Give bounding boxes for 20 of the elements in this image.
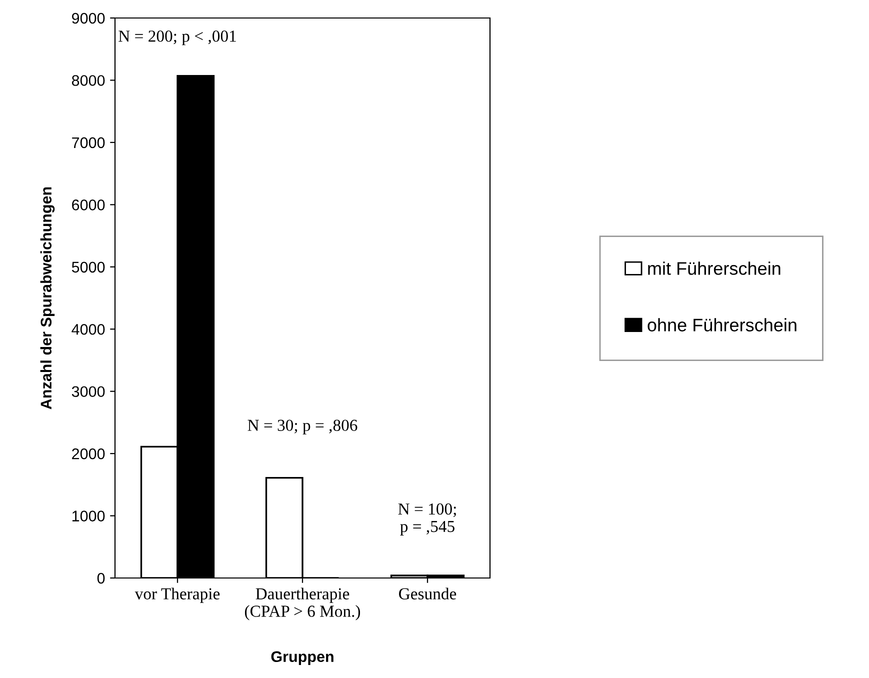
y-tick-label: 2000: [72, 448, 105, 460]
y-axis-title: Anzahl der Spurabweichungen: [40, 187, 55, 410]
annotation: N = 100; p = ,545: [398, 503, 456, 536]
y-tick-label: 4000: [72, 324, 105, 335]
y-tick-label: 0: [97, 572, 105, 584]
y-tick-label: 9000: [72, 12, 105, 24]
y-tick-label: 6000: [72, 200, 105, 210]
y-tick-label: 8000: [72, 75, 105, 86]
y-tick-label: 3000: [72, 386, 105, 398]
x-axis-title: Gruppen: [271, 651, 334, 666]
annotation: N = 30; p = ,806: [248, 420, 358, 434]
x-tick-label: Dauertherapie (CPAP > 6 Mon.): [244, 588, 360, 620]
y-tick-label: 1000: [72, 510, 105, 522]
y-tick-label: 5000: [72, 262, 105, 273]
x-tick-label: Gesunde: [399, 588, 456, 600]
y-tick-label: 7000: [72, 137, 105, 148]
legend-label: mit Führerschein: [648, 262, 780, 275]
x-tick-label: vor Therapie: [134, 588, 220, 603]
annotation: N = 200; p < ,001: [118, 30, 236, 46]
legend-label: ohne Führerschein: [648, 318, 796, 332]
